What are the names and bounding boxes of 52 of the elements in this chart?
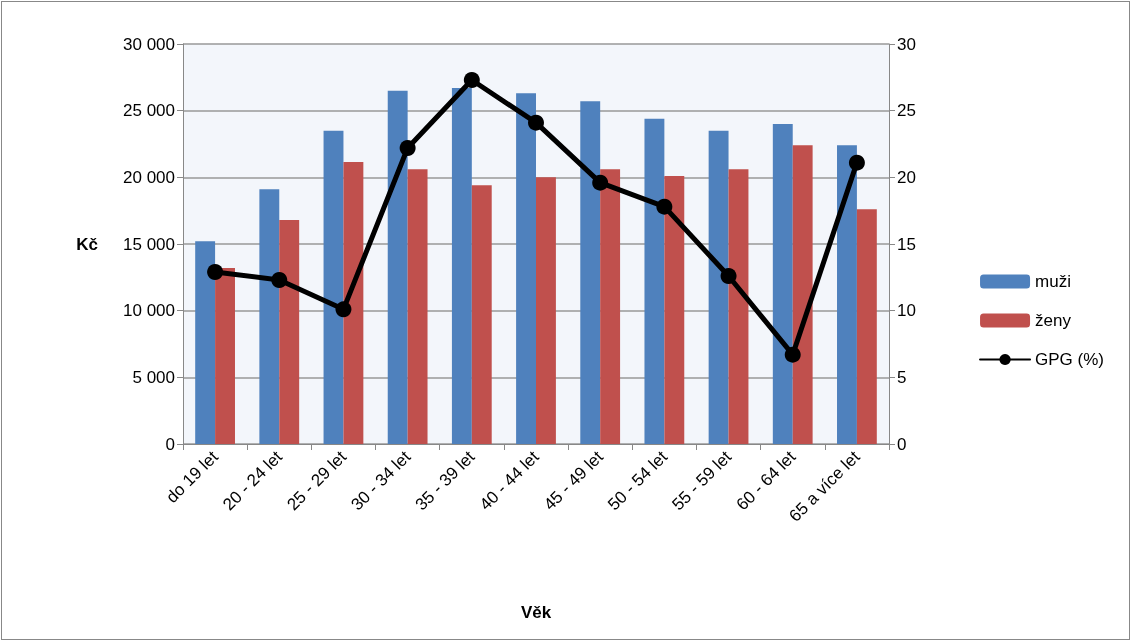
y-tick-label: 30 000 bbox=[123, 34, 175, 54]
bar bbox=[664, 176, 685, 444]
point bbox=[335, 301, 352, 318]
bar bbox=[600, 169, 621, 444]
bar bbox=[259, 189, 280, 444]
bar bbox=[516, 93, 536, 444]
y-axis-title: Kč bbox=[76, 234, 98, 254]
bar bbox=[451, 88, 472, 444]
bar bbox=[387, 90, 408, 444]
legend-label: muži bbox=[1035, 272, 1071, 291]
bar bbox=[772, 124, 793, 444]
y2-tick-label: 25 bbox=[897, 101, 916, 121]
legend-label: ženy bbox=[1035, 311, 1072, 330]
bar bbox=[323, 130, 344, 444]
x-axis-title: Věk bbox=[520, 603, 552, 622]
y-tick-label: 10 000 bbox=[123, 301, 175, 321]
bar bbox=[279, 220, 300, 444]
point bbox=[720, 268, 737, 284]
point bbox=[528, 114, 544, 131]
y2-tick-label: 20 bbox=[897, 167, 916, 187]
point bbox=[784, 346, 801, 363]
y-tick-label: 0 bbox=[165, 434, 175, 454]
bar bbox=[215, 268, 235, 444]
point bbox=[656, 198, 673, 215]
point bbox=[399, 140, 416, 156]
bar bbox=[708, 130, 729, 444]
legend-label: GPG (%) bbox=[1035, 350, 1105, 369]
y-tick-label: 20 000 bbox=[123, 167, 175, 187]
bar bbox=[471, 185, 492, 444]
bar bbox=[343, 162, 364, 444]
y2-tick-label: 15 bbox=[897, 234, 916, 254]
point bbox=[848, 154, 865, 171]
bar bbox=[792, 145, 813, 444]
bar bbox=[580, 101, 601, 444]
y-tick-label: 15 000 bbox=[123, 234, 175, 254]
y2-tick-label: 10 bbox=[897, 301, 916, 321]
bar bbox=[195, 241, 216, 444]
point bbox=[207, 264, 224, 280]
bar bbox=[856, 209, 877, 444]
bar bbox=[728, 169, 749, 444]
bar bbox=[536, 177, 556, 444]
bar bbox=[644, 118, 665, 444]
point bbox=[592, 174, 609, 191]
y-tick-label: 5 000 bbox=[132, 367, 175, 387]
y2-tick-label: 0 bbox=[897, 434, 907, 454]
point bbox=[463, 72, 480, 88]
y-tick-label: 25 000 bbox=[123, 101, 175, 121]
point bbox=[271, 272, 288, 288]
bar bbox=[407, 169, 428, 444]
y2-tick-label: 5 bbox=[897, 367, 907, 387]
y2-tick-label: 30 bbox=[897, 34, 916, 54]
bar bbox=[837, 145, 857, 444]
